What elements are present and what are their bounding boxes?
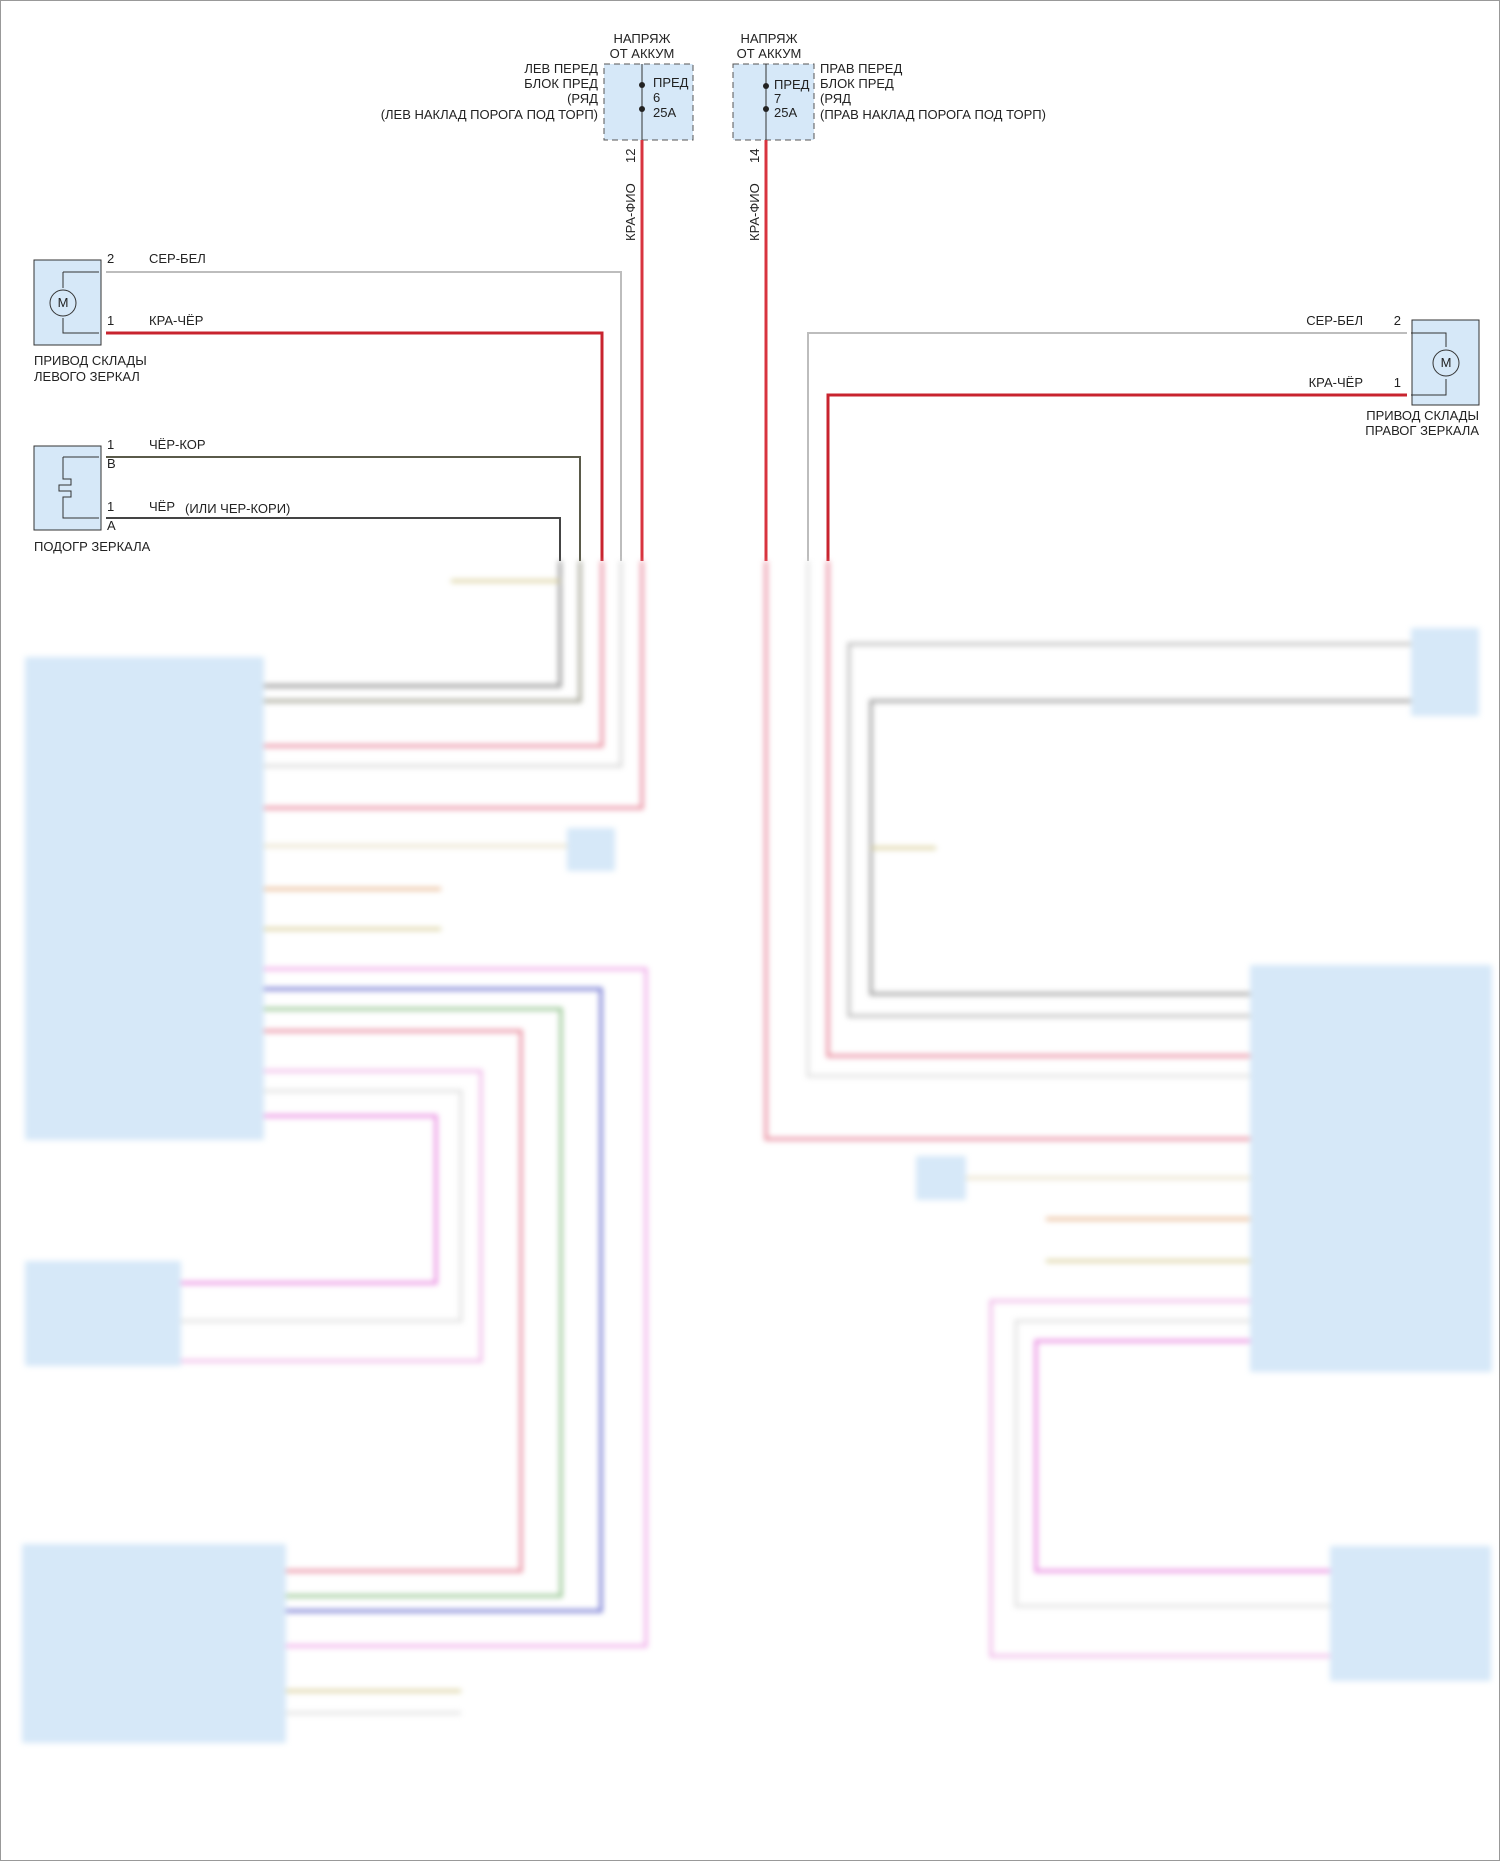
wires-top	[106, 140, 1407, 561]
fuse-terminal	[763, 83, 769, 89]
right-fold-motor: M 2 СЕР-БЕЛ 1 КРА-ЧЁР ПРИВОД СКЛАДЫ ПРАВ…	[1306, 313, 1480, 438]
supply-label: НАПРЯЖ	[613, 31, 670, 46]
component-label: ПРИВОД СКЛАДЫ	[34, 353, 147, 368]
component-label: ПРАВОГ ЗЕРКАЛА	[1365, 423, 1479, 438]
fuse-location: БЛОК ПРЕД	[524, 76, 598, 91]
wire-color-label: СЕР-БЕЛ	[149, 251, 206, 266]
left-mirror-switch	[25, 1261, 181, 1366]
motor-icon	[1432, 349, 1460, 377]
motor-symbol: M	[58, 295, 69, 310]
pin-number: 2	[107, 251, 114, 266]
supply-label: НАПРЯЖ	[740, 31, 797, 46]
fuse-number: 7	[774, 91, 781, 106]
component-label: ПРИВОД СКЛАДЫ	[1366, 408, 1479, 423]
fuse-location: БЛОК ПРЕД	[820, 76, 894, 91]
fuse-rating: 25A	[774, 105, 797, 120]
left-bottom-module	[22, 1544, 286, 1743]
wire-red-black-left	[106, 331, 604, 561]
fuse-box	[603, 63, 694, 141]
right-door-module	[1250, 965, 1492, 1372]
wire-color-label: ЧЁР	[149, 499, 175, 514]
component-label: ПОДОГР ЗЕРКАЛА	[34, 539, 151, 554]
pin-number: 1	[1394, 375, 1401, 390]
right-connector	[916, 1156, 966, 1200]
wire-color-label: КРА-ФИО	[623, 183, 638, 241]
fuse-right: НАПРЯЖ ОТ АККУМ ПРЕД 7 25A ПРАВ ПЕРЕД БЛ…	[732, 31, 1046, 241]
fuse-terminal	[639, 106, 645, 112]
wire-black	[106, 517, 561, 561]
pin-letter: A	[107, 518, 116, 533]
wire-gray-white-left	[106, 271, 622, 561]
fuse-location: (ЛЕВ НАКЛАД ПОРОГА ПОД ТОРП)	[381, 107, 598, 122]
wire-note: (ИЛИ ЧЕР-КОРИ)	[185, 501, 290, 516]
fuse-rating: 25A	[653, 105, 676, 120]
fuse-left: НАПРЯЖ ОТ АККУМ ПРЕД 6 25A ЛЕВ ПЕРЕД БЛО…	[381, 31, 694, 241]
fuse-location: ПРАВ ПЕРЕД	[820, 61, 902, 76]
fuse-terminal	[763, 106, 769, 112]
motor-symbol: M	[1441, 355, 1452, 370]
supply-label: ОТ АККУМ	[737, 46, 802, 61]
wire-color-label: КРА-ЧЁР	[1309, 375, 1363, 390]
left-mirror-heater: 1 B ЧЁР-КОР 1 A ЧЁР (ИЛИ ЧЕР-КОРИ) ПОДОГ…	[33, 437, 290, 554]
component-label: ЛЕВОГО ЗЕРКАЛ	[34, 369, 140, 384]
fuse-terminal	[639, 82, 645, 88]
fuse-number: 6	[653, 90, 660, 105]
fuse-name: ПРЕД	[653, 75, 689, 90]
wire-gray-white-right	[807, 332, 1407, 561]
wire-red-black-right	[826, 393, 1407, 561]
wire-color-label: ЧЁР-КОР	[149, 437, 206, 452]
wire-color-label: СЕР-БЕЛ	[1306, 313, 1363, 328]
fuse-location: (РЯД	[567, 91, 598, 106]
wire-color-label: КРА-ЧЁР	[149, 313, 203, 328]
pin-number: 1	[107, 437, 114, 452]
pin-number: 2	[1394, 313, 1401, 328]
wire-black-brown	[106, 456, 581, 561]
motor-icon	[49, 289, 77, 317]
left-door-module	[25, 657, 264, 1140]
fuse-box	[732, 63, 815, 141]
left-fold-motor: M 2 СЕР-БЕЛ 1 КРА-ЧЁР ПРИВОД СКЛАДЫ ЛЕВО…	[33, 251, 206, 384]
pin-number: 1	[107, 499, 114, 514]
wire-color-label: КРА-ФИО	[747, 183, 762, 241]
fuse-location: (РЯД	[820, 91, 851, 106]
pin-number: 1	[107, 313, 114, 328]
fuse-name: ПРЕД	[774, 77, 810, 92]
pin-number: 14	[747, 149, 762, 163]
supply-label: ОТ АККУМ	[610, 46, 675, 61]
right-heater	[1411, 628, 1479, 716]
right-mirror-unit	[1330, 1546, 1491, 1681]
left-connector	[567, 828, 615, 871]
component-box	[33, 445, 102, 531]
pin-number: 12	[623, 149, 638, 163]
blurred-lower-section	[22, 561, 1492, 1743]
fuse-location: ЛЕВ ПЕРЕД	[524, 61, 598, 76]
fuse-location: (ПРАВ НАКЛАД ПОРОГА ПОД ТОРП)	[820, 107, 1046, 122]
pin-letter: B	[107, 456, 116, 471]
heater-icon	[58, 456, 99, 519]
